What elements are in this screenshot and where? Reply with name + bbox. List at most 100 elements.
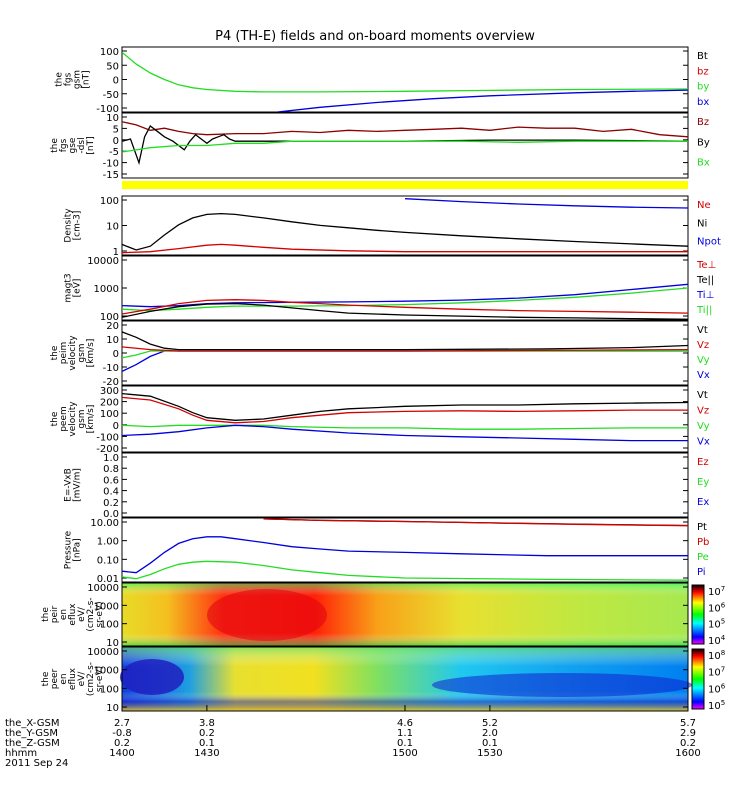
colorbar-label: 106 [708, 682, 726, 695]
series-line-Bz [122, 121, 688, 138]
series-line-Vy [122, 350, 688, 359]
y-axis-label: eflux [68, 667, 78, 690]
y-tick-label: 300 [100, 386, 119, 397]
legend-entry: Bx [697, 158, 710, 169]
y-tick-label: 1.00 [97, 537, 119, 548]
y-tick-label: 0 [113, 136, 119, 147]
series-line-Vx [122, 350, 688, 372]
panel-fgs-gsm: 100 50 0 -50 -100 the fgs gsm [nT] Bt bz by bx [55, 46, 709, 115]
panel-frame [121, 582, 689, 647]
x-axis-value: 1.1 [397, 728, 413, 739]
y-tick-label: -50 [103, 90, 119, 101]
colorbar-label: 108 [708, 649, 725, 662]
panel-frame [121, 517, 689, 583]
x-axis-value: 0.1 [199, 738, 215, 749]
y-tick-label: 1000 [94, 284, 119, 295]
series-line-Te|| [122, 302, 688, 320]
y-axis-label: [cm-3] [73, 211, 83, 241]
y-tick-label: -100 [96, 432, 119, 443]
panel-peer-en-eflux: 108 107 106 105 10000 1000 100 10 the peer en eflux… [41, 646, 726, 714]
y-axis-label: the [41, 607, 51, 622]
colorbar-label: 105 [708, 699, 725, 712]
y-axis-label: (cm2-s- [86, 597, 96, 631]
y-axis-label: the [50, 411, 60, 426]
y-tick-label: -15 [103, 170, 119, 181]
y-axis-label: [nT] [86, 136, 96, 154]
y-tick-label: 10 [106, 113, 119, 124]
y-axis-label: -dsl [77, 137, 87, 153]
y-axis-label: gse [68, 137, 78, 153]
y-axis-label: gsm [77, 343, 87, 362]
y-axis-label: the [55, 72, 65, 87]
spectrogram-low-flux-region [432, 673, 692, 697]
legend-entry: Vx [697, 370, 710, 381]
panel-density: 100 10 1 Density [cm-3] Ne Ni Npot [64, 195, 721, 258]
colorbar-label: 107 [708, 585, 725, 598]
panel-frame [121, 46, 689, 113]
panel-e-vxb: 1.00.80.60.40.20.0 E=-VxB [mV/m] Ez Ey Ex [64, 452, 709, 520]
y-tick-label: 0.2 [103, 498, 119, 509]
colorbar-label: 104 [708, 634, 726, 647]
y-tick-label: -10 [103, 363, 119, 374]
y-tick-label: 20 [106, 321, 119, 332]
x-axis-row-label: the_X-GSM [5, 718, 59, 729]
y-tick-label: 100 [100, 409, 119, 420]
y-axis-label: sr-eV) [95, 601, 105, 627]
y-axis-label: gsm [73, 70, 83, 89]
panel-peir-en-eflux: 107 106 105 104 10000 1000 100 10 the peir en eflux… [41, 582, 726, 649]
y-axis-label: [mV/m] [73, 468, 83, 502]
y-axis-label: [eV] [73, 279, 83, 298]
y-axis-label: peer [50, 668, 60, 689]
y-tick-label: 5 [113, 124, 119, 135]
series-line-by [122, 51, 688, 93]
y-axis-label: eV/ [77, 671, 87, 687]
y-tick-label: 0 [113, 349, 119, 360]
y-tick-label: 10 [106, 222, 119, 233]
series-line-Pi [122, 536, 688, 574]
legend-entry: Pe [697, 552, 709, 563]
y-tick-label: 1000 [94, 666, 119, 677]
y-tick-label: -200 [96, 444, 119, 455]
y-tick-label: 100 [100, 196, 119, 207]
x-axis-value: 0.1 [482, 738, 498, 749]
legend-entry: Pb [697, 537, 709, 548]
y-tick-label: 1000 [94, 601, 119, 612]
legend-entry: Ni [697, 218, 707, 229]
legend-entry: bx [697, 97, 709, 108]
series-line-Pb [263, 518, 688, 527]
panel-frame [121, 452, 689, 518]
spectrogram-low-flux-region [120, 659, 184, 695]
y-tick-label: 0 [113, 76, 119, 87]
plot-title: P4 (TH-E) fields and on-board moments ov… [215, 29, 535, 44]
legend-entry: Npot [697, 237, 721, 248]
series-line-Vt [122, 331, 688, 351]
x-axis-value: 1530 [477, 748, 502, 759]
legend-entry: Pi [697, 567, 706, 578]
y-tick-label: 0.4 [103, 487, 119, 498]
legend-entry: Bt [697, 51, 708, 62]
colorbar-label: 105 [708, 618, 725, 631]
y-tick-label: 100 [100, 47, 119, 58]
series-line-bx [277, 89, 688, 112]
x-axis-row-label: the_Z-GSM [5, 738, 60, 749]
legend-entry: Vy [697, 421, 710, 432]
series-line-Vz [122, 346, 688, 352]
y-axis-label: the [41, 671, 51, 686]
legend-entry: By [697, 137, 710, 148]
x-axis-value: 0.2 [199, 728, 215, 739]
x-axis-value: -0.8 [112, 728, 132, 739]
x-axis-value: 2.9 [680, 728, 696, 739]
y-axis-label: en [59, 609, 69, 620]
x-axis-row-label: hhmm [5, 748, 37, 759]
legend-entry: Ex [697, 497, 709, 508]
y-axis-label: E=-VxB [64, 468, 74, 502]
y-axis-label: the [50, 138, 60, 153]
legend-entry: Ti⊥ [696, 290, 714, 301]
panel-frame [121, 320, 689, 386]
x-axis-value: 1430 [194, 748, 219, 759]
x-axis-value: 1500 [392, 748, 417, 759]
